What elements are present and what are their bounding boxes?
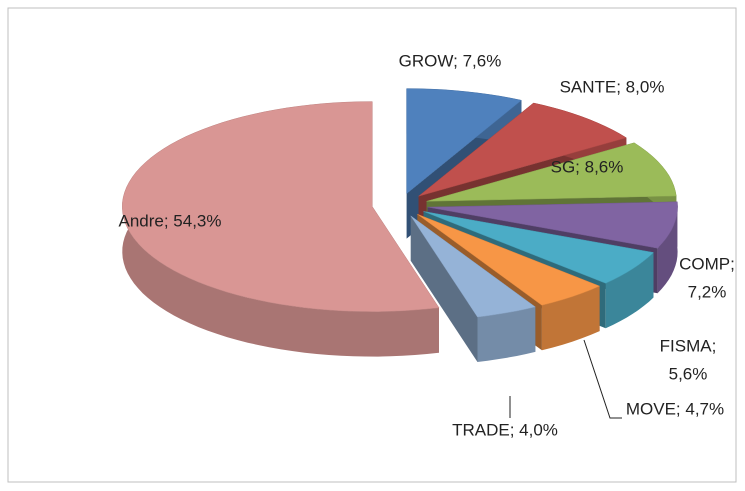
data-label: COMP; bbox=[679, 254, 735, 273]
slice bbox=[417, 213, 601, 306]
slice bbox=[406, 88, 523, 195]
slice bbox=[418, 102, 627, 197]
slice-group bbox=[122, 101, 440, 357]
data-label: SANTE; 8,0% bbox=[560, 77, 665, 96]
slice-side bbox=[410, 215, 478, 362]
slice bbox=[423, 211, 655, 284]
data-label: Andre; 54,3% bbox=[118, 211, 221, 230]
slice bbox=[122, 101, 440, 312]
slice-side bbox=[605, 252, 654, 329]
slice-side bbox=[541, 286, 600, 351]
data-label: TRADE; 4,0% bbox=[452, 420, 558, 439]
slice-side bbox=[477, 306, 536, 362]
data-label: FISMA; bbox=[660, 336, 717, 355]
data-label: 7,2% bbox=[688, 282, 727, 301]
leader-line bbox=[583, 339, 622, 419]
slice-side bbox=[657, 201, 678, 294]
slice bbox=[426, 142, 677, 202]
data-label: 5,6% bbox=[669, 364, 708, 383]
data-label: GROW; 7,6% bbox=[399, 51, 502, 70]
data-label: MOVE; 4,7% bbox=[626, 399, 724, 418]
slice bbox=[427, 201, 678, 249]
slice-group bbox=[410, 215, 536, 362]
data-label: SG; 8,6% bbox=[551, 157, 624, 176]
slice bbox=[410, 215, 536, 318]
